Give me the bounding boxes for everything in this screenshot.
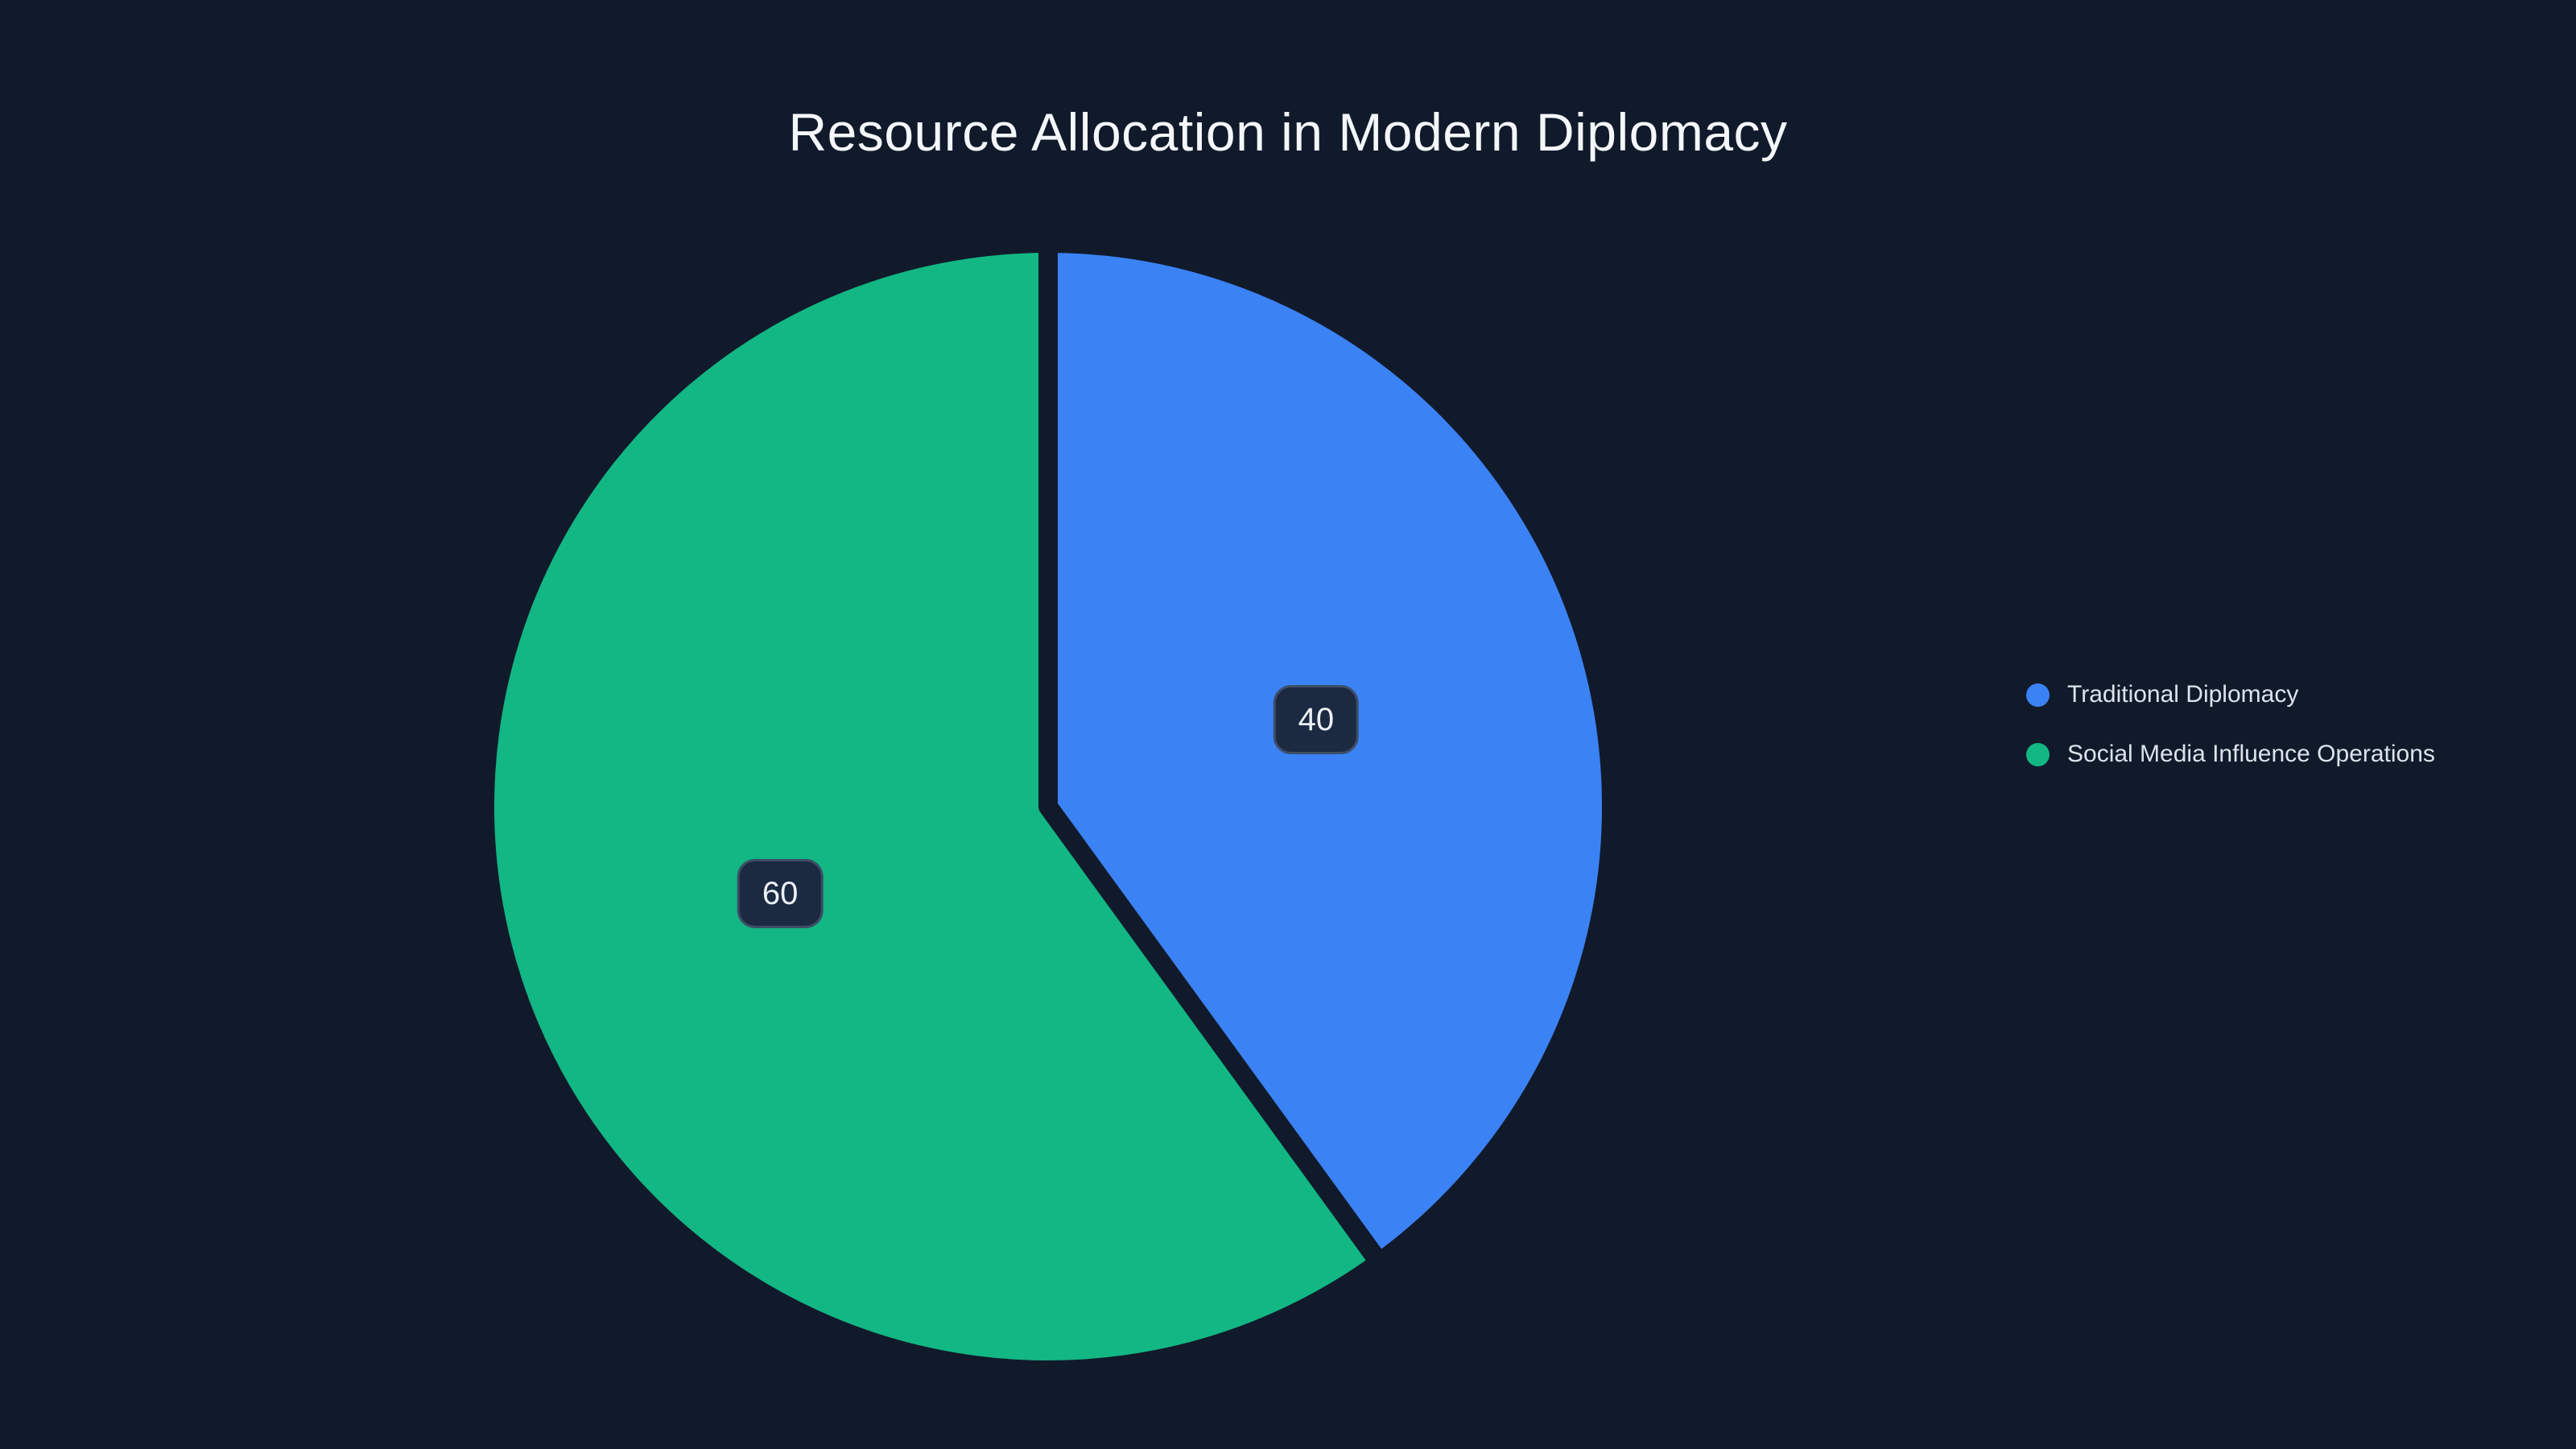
pie-slice-1[interactable] bbox=[474, 233, 1389, 1380]
legend-swatch-icon bbox=[2026, 683, 2050, 707]
slice-value-label-traditional-diplomacy: 40 bbox=[1273, 684, 1360, 754]
legend-swatch-icon bbox=[2026, 742, 2050, 766]
legend: Traditional Diplomacy Social Media Influ… bbox=[2026, 681, 2435, 768]
legend-item-traditional-diplomacy[interactable]: Traditional Diplomacy bbox=[2026, 681, 2435, 708]
slice-value-label-social-media: 60 bbox=[737, 859, 824, 929]
chart-title: Resource Allocation in Modern Diplomacy bbox=[788, 102, 1788, 162]
legend-item-label: Social Media Influence Operations bbox=[2067, 741, 2435, 767]
legend-item-social-media-influence-operations[interactable]: Social Media Influence Operations bbox=[2026, 741, 2435, 768]
legend-item-label: Traditional Diplomacy bbox=[2067, 681, 2299, 708]
